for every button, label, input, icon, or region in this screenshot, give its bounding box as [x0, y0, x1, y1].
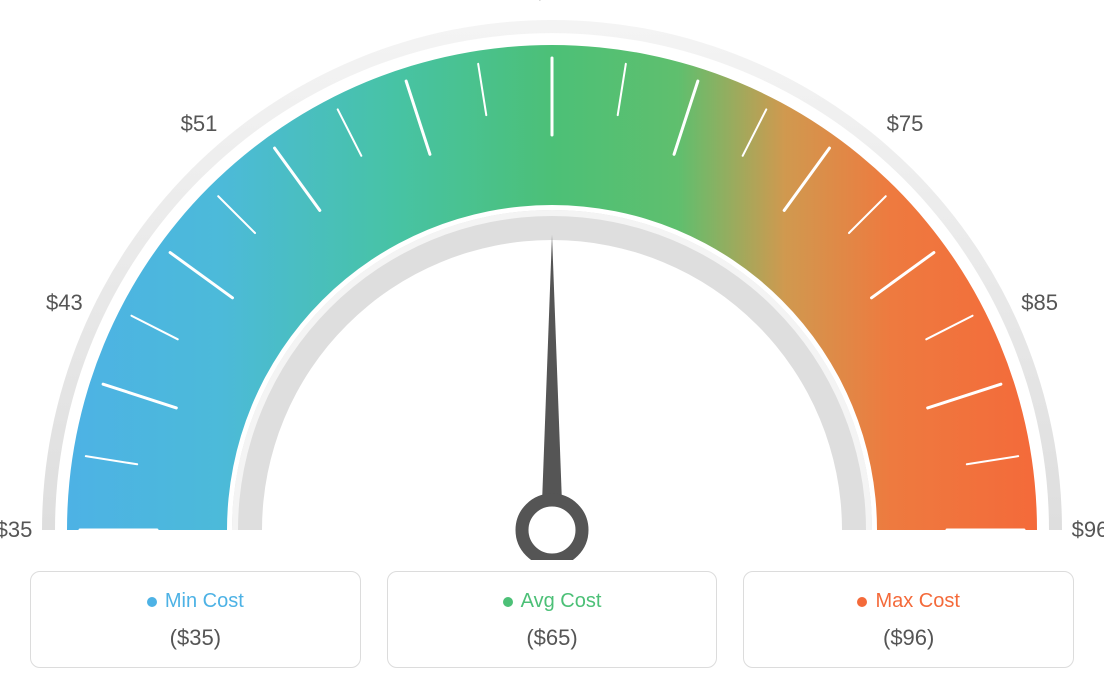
legend-card-min: Min Cost ($35) [30, 571, 361, 668]
legend-value-max: ($96) [744, 625, 1073, 651]
gauge-tick-label: $43 [46, 290, 83, 316]
gauge-tick-label: $75 [887, 111, 924, 137]
legend-value-min: ($35) [31, 625, 360, 651]
legend-value-avg: ($65) [388, 625, 717, 651]
legend-title-avg: Avg Cost [503, 590, 602, 613]
gauge-tick-label: $96 [1072, 517, 1104, 543]
legend-dot-max [857, 597, 867, 607]
legend-row: Min Cost ($35) Avg Cost ($65) Max Cost (… [30, 571, 1074, 668]
legend-label-min: Min Cost [165, 590, 244, 613]
gauge-area: $35 $43 $51 $65 $75 $85 $96 [0, 0, 1104, 560]
gauge-chart-container: $35 $43 $51 $65 $75 $85 $96 Min Cost ($35) Avg… [0, 0, 1104, 690]
legend-card-avg: Avg Cost ($65) [387, 571, 718, 668]
gauge-tick-label: $85 [1021, 290, 1058, 316]
legend-label-max: Max Cost [875, 590, 959, 613]
legend-dot-min [147, 597, 157, 607]
legend-label-avg: Avg Cost [521, 590, 602, 613]
gauge-tick-label: $51 [181, 111, 218, 137]
legend-dot-avg [503, 597, 513, 607]
gauge-tick-label: $35 [0, 517, 32, 543]
gauge-tick-label: $65 [534, 0, 571, 5]
legend-card-max: Max Cost ($96) [743, 571, 1074, 668]
legend-title-max: Max Cost [857, 590, 959, 613]
gauge-svg [0, 0, 1104, 560]
legend-title-min: Min Cost [147, 590, 244, 613]
